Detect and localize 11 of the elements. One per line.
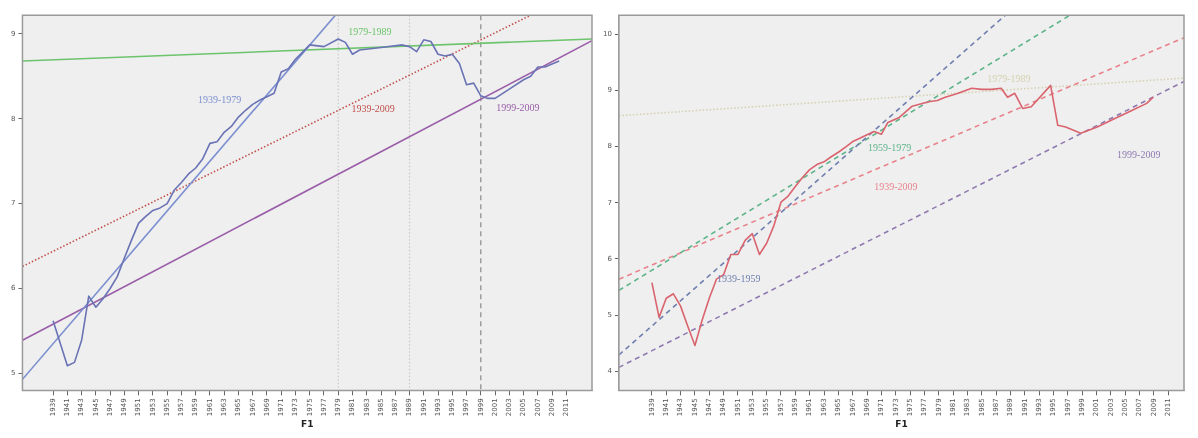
series-label: 1939-2009 <box>351 102 395 114</box>
x-axis-title: F1 <box>301 418 314 429</box>
series-label: 1939-2009 <box>874 181 918 193</box>
text: 1999-2009 <box>1117 148 1161 160</box>
x-axis-title: F1 <box>895 418 908 429</box>
series-label: 1939-1979 <box>197 93 242 105</box>
series-label: 1999-2009 <box>496 102 540 114</box>
series-label: 1959-1979 <box>867 141 912 153</box>
series-label: 1979-1989 <box>348 26 392 38</box>
series-label: 1979-1989 <box>987 73 1031 85</box>
series-label: 1939-1959 <box>717 273 761 285</box>
